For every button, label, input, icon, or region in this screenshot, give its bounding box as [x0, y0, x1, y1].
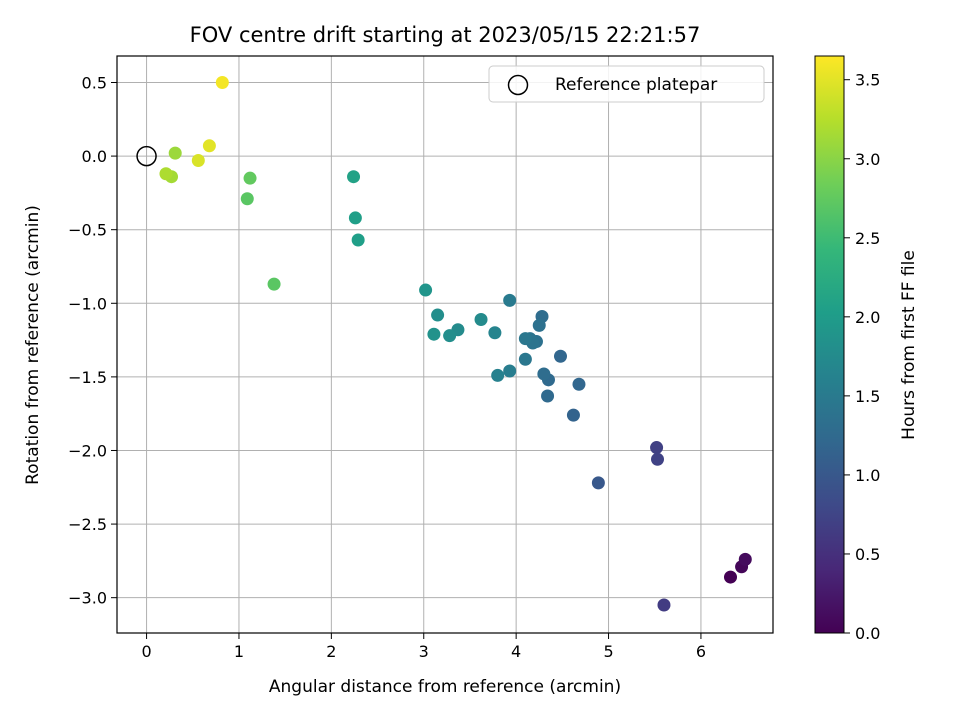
data-point [159, 167, 173, 181]
y-tick-label: −2.5 [68, 515, 107, 534]
colorbar-tick-label: 1.5 [855, 387, 880, 406]
y-axis-ticks: 0.5 0.0 −0.5 −1.0 −1.5 −2.0 −2.5 −3.0 [68, 73, 117, 608]
x-axis-label: Angular distance from reference (arcmin) [269, 677, 621, 697]
data-point [443, 329, 457, 343]
data-point [240, 192, 254, 206]
data-point [351, 233, 365, 247]
colorbar-ticks: 0.0 0.5 1.0 1.5 2.0 2.5 3.0 3.5 [844, 71, 880, 643]
data-point [518, 352, 532, 366]
data-point [518, 332, 532, 346]
legend-label: Reference platepar [555, 75, 717, 95]
data-point [419, 283, 433, 297]
legend-box [488, 65, 765, 103]
data-point [503, 364, 517, 378]
data-point [657, 598, 671, 612]
y-tick-label: −0.5 [68, 221, 107, 240]
x-tick-label: 6 [696, 642, 706, 661]
data-point [591, 476, 605, 490]
data-point [191, 154, 205, 168]
data-point [168, 146, 182, 160]
data-point [348, 211, 362, 225]
data-point [503, 293, 517, 307]
y-axis-label: Rotation from reference (arcmin) [23, 205, 43, 485]
data-point [537, 367, 551, 381]
reference-platepar-marker [136, 145, 157, 167]
x-tick-label: 1 [234, 642, 244, 661]
data-point [488, 326, 502, 340]
data-point [738, 552, 752, 566]
grid-lines [117, 56, 773, 633]
data-point [215, 75, 229, 89]
data-point [541, 389, 555, 403]
colorbar-label: Hours from first FF file [899, 250, 919, 440]
data-point [202, 139, 216, 153]
chart-title: FOV centre drift starting at 2023/05/15 … [190, 23, 701, 47]
colorbar-tick-label: 2.5 [855, 229, 880, 248]
y-tick-label: −1.5 [68, 368, 107, 387]
x-tick-label: 5 [603, 642, 613, 661]
data-point [431, 308, 445, 322]
data-point [243, 171, 257, 185]
data-point [553, 349, 567, 363]
plot-frame [116, 55, 774, 634]
colorbar-tick-label: 1.0 [855, 466, 880, 485]
data-point [650, 441, 664, 455]
data-points [159, 75, 752, 612]
data-point [723, 570, 737, 584]
colorbar-tick-label: 0.0 [855, 624, 880, 643]
y-tick-label: −2.0 [68, 441, 107, 460]
y-tick-label: 0.5 [82, 73, 107, 92]
legend: Reference platepar [488, 65, 765, 103]
colorbar-tick-label: 3.5 [855, 71, 880, 90]
data-point [347, 170, 361, 184]
data-point [572, 377, 586, 391]
data-point [474, 312, 488, 326]
colorbar-tick-label: 2.0 [855, 308, 880, 327]
data-point [491, 368, 505, 382]
x-tick-label: 3 [419, 642, 429, 661]
data-point [532, 318, 546, 332]
x-tick-label: 0 [141, 642, 151, 661]
colorbar-tick-label: 0.5 [855, 545, 880, 564]
data-point [651, 452, 665, 466]
data-point [566, 408, 580, 422]
x-axis-ticks: 0 1 2 3 4 5 6 [141, 633, 706, 661]
data-point [267, 277, 281, 291]
y-tick-label: −3.0 [68, 589, 107, 608]
y-tick-label: 0.0 [82, 147, 107, 166]
colorbar [814, 55, 845, 634]
colorbar-tick-label: 3.0 [855, 150, 880, 169]
data-point [427, 327, 441, 341]
x-tick-label: 2 [326, 642, 336, 661]
legend-marker [507, 74, 529, 96]
y-tick-label: −1.0 [68, 294, 107, 313]
x-tick-label: 4 [511, 642, 521, 661]
